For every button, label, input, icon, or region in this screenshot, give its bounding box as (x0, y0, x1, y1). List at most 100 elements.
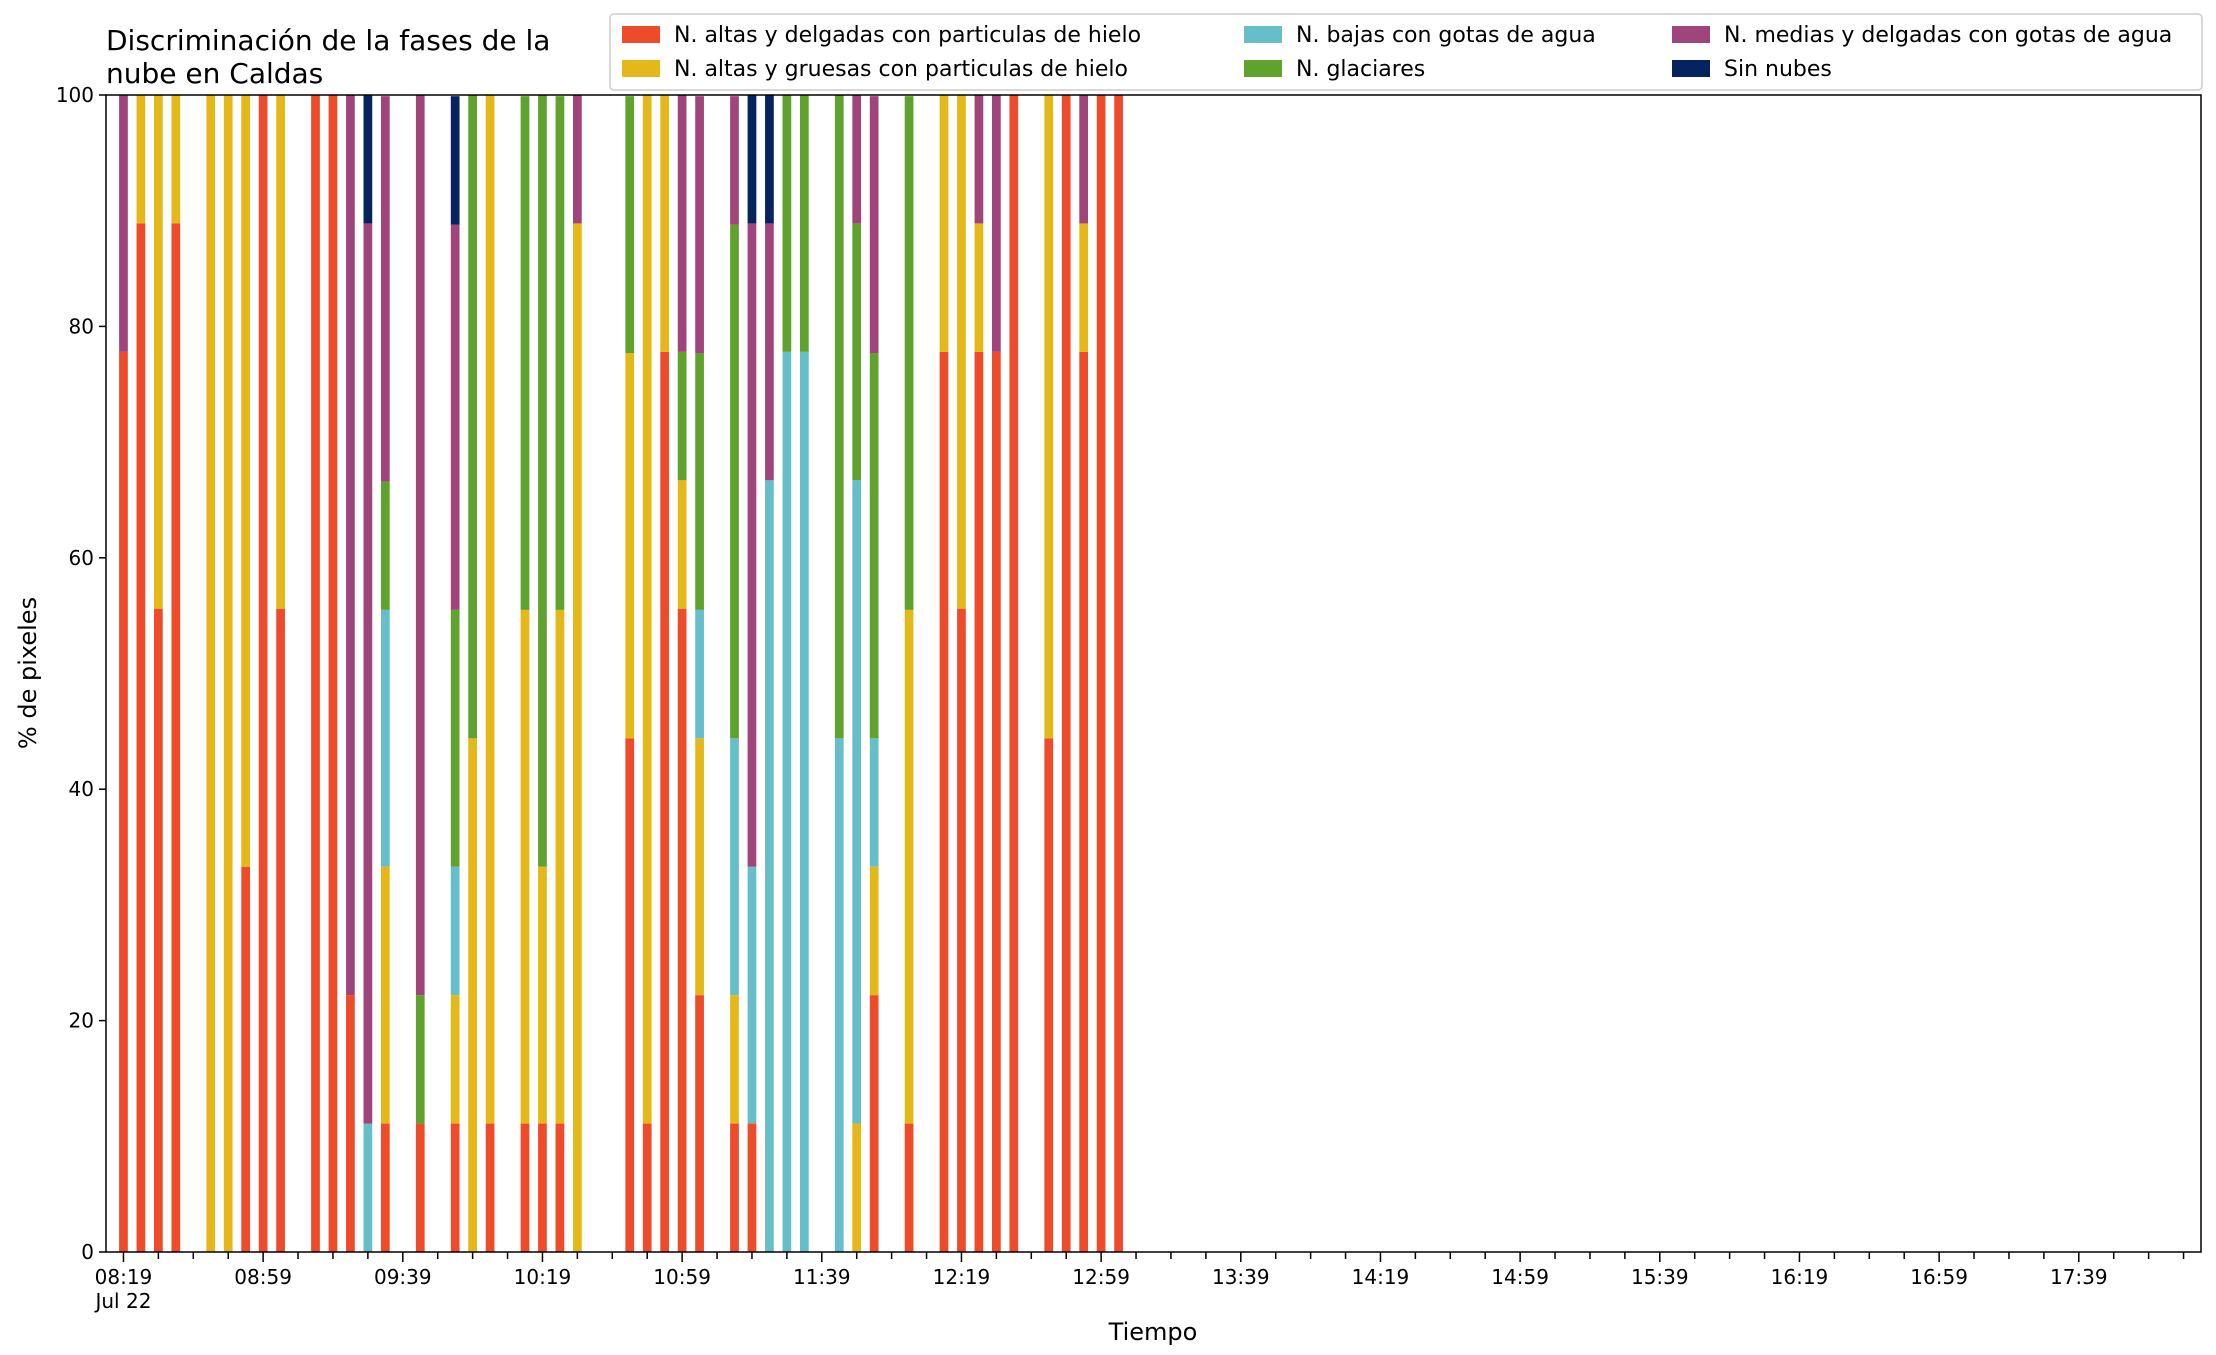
bar-segment (136, 95, 146, 224)
bar-segment (869, 353, 879, 739)
bar-segment (380, 481, 390, 610)
bar-segment (223, 95, 233, 1252)
bar-segment (747, 1123, 757, 1252)
bar-segment (538, 1123, 547, 1252)
bar-segment (869, 738, 879, 867)
bar-segment (415, 95, 425, 996)
bar-segment (904, 1123, 914, 1252)
bar-segment (1044, 738, 1054, 1252)
bar-segment (171, 223, 181, 1252)
x-tick-label: 16:19 (1771, 1265, 1829, 1289)
bar-segment (625, 96, 635, 354)
bar-segment (555, 609, 565, 1124)
legend-item-label: N. medias y delgadas con gotas de agua (1724, 23, 2172, 48)
bar-segment (642, 95, 652, 1124)
bar-segment (363, 1123, 373, 1252)
bar-segment (380, 609, 390, 867)
y-tick-label: 0 (81, 1240, 94, 1264)
bar-segment (450, 96, 460, 225)
bar-segment (573, 95, 582, 224)
legend: N. altas y delgadas con particulas de hi… (609, 13, 2203, 91)
bar-segment (241, 95, 251, 867)
bar-segment (695, 609, 704, 739)
bar-segment (346, 995, 355, 1252)
bar-segment (520, 609, 530, 1124)
bar-segment (450, 224, 460, 610)
bar-segment (730, 738, 739, 996)
x-tick-label: 17:39 (2050, 1265, 2108, 1289)
bar-segment (258, 95, 268, 1252)
legend-item-label: Sin nubes (1724, 57, 1832, 82)
bar-segment (852, 480, 862, 1124)
bar-segment (642, 1123, 652, 1252)
bar-segment (974, 223, 984, 352)
bar-segment (1096, 95, 1106, 1252)
bar-segment (154, 95, 163, 609)
legend-frame (609, 13, 2203, 91)
bar-segment (782, 95, 792, 352)
bar-segment (799, 351, 809, 1252)
x-date-label: Jul 22 (93, 1289, 151, 1313)
x-tick-label: 08:59 (234, 1265, 292, 1289)
bar-segment (206, 95, 216, 1252)
bar-segment (450, 995, 460, 1124)
bar-segment (904, 96, 914, 610)
x-tick-label: 11:39 (793, 1265, 851, 1289)
legend-swatch (1672, 26, 1710, 43)
bar-segment (730, 224, 739, 739)
bar-segment (1079, 95, 1089, 224)
bar-segment (573, 223, 582, 1252)
bar-segment (171, 95, 181, 224)
bar-segment (625, 738, 635, 1252)
bar-segment (450, 866, 460, 996)
bar-segment (1009, 95, 1019, 1252)
bar-segment (625, 353, 635, 739)
bar-segment (363, 223, 373, 1124)
x-tick-label: 12:19 (933, 1265, 991, 1289)
legend-item-label: N. glaciares (1296, 57, 1425, 82)
x-tick-label: 10:59 (653, 1265, 711, 1289)
x-axis-label: Tiempo (1108, 1318, 1198, 1346)
bar-segment (380, 866, 390, 1124)
bar-segment (520, 96, 530, 610)
bar-segment (380, 96, 390, 482)
legend-swatch (622, 60, 660, 77)
x-axis: 08:19 08:59 09:39 10:19 10:59 11:39 12:19 12:59… (93, 1252, 2185, 1313)
bar-segment (660, 95, 670, 352)
chart-title-line-1: Discriminación de la fases de la (106, 24, 550, 57)
bar-segment (276, 608, 285, 1252)
bar-segment (328, 95, 338, 1252)
bar-segment (834, 738, 844, 1252)
legend-item-label: N. bajas con gotas de agua (1296, 23, 1596, 48)
bar-segment (799, 95, 809, 352)
bar-segment (555, 96, 565, 610)
bar-segment (346, 95, 355, 996)
bar-segment (1061, 95, 1071, 1252)
bar-segment (450, 609, 460, 867)
bar-segment (765, 95, 774, 224)
x-tick-label: 16:59 (1910, 1265, 1968, 1289)
bar-segment (1079, 223, 1089, 352)
plot-frame (105, 94, 2202, 1253)
bar-segment (974, 95, 984, 224)
bar-segment (904, 609, 914, 1124)
bar-segment (992, 351, 1001, 1252)
bar-segment (1114, 95, 1123, 1252)
legend-item-label: N. altas y gruesas con particulas de hie… (674, 57, 1128, 82)
bar-segment (119, 351, 128, 1252)
bar-segment (520, 1123, 530, 1252)
y-tick-label: 60 (69, 546, 94, 570)
y-tick-label: 40 (69, 777, 94, 801)
bar-segment (363, 95, 373, 224)
bar-segment (119, 95, 128, 352)
bar-segment (538, 866, 547, 1124)
bar-segment (468, 738, 477, 1252)
bar-segment (695, 738, 704, 996)
x-tick-label: 08:19 (95, 1265, 153, 1289)
x-tick-label: 15:39 (1631, 1265, 1689, 1289)
y-tick-label: 20 (69, 1009, 94, 1033)
bar-segment (311, 95, 320, 1252)
x-tick-label: 09:39 (374, 1265, 432, 1289)
bar-segment (730, 995, 739, 1124)
chart-title-line-2: nube en Caldas (106, 57, 323, 90)
